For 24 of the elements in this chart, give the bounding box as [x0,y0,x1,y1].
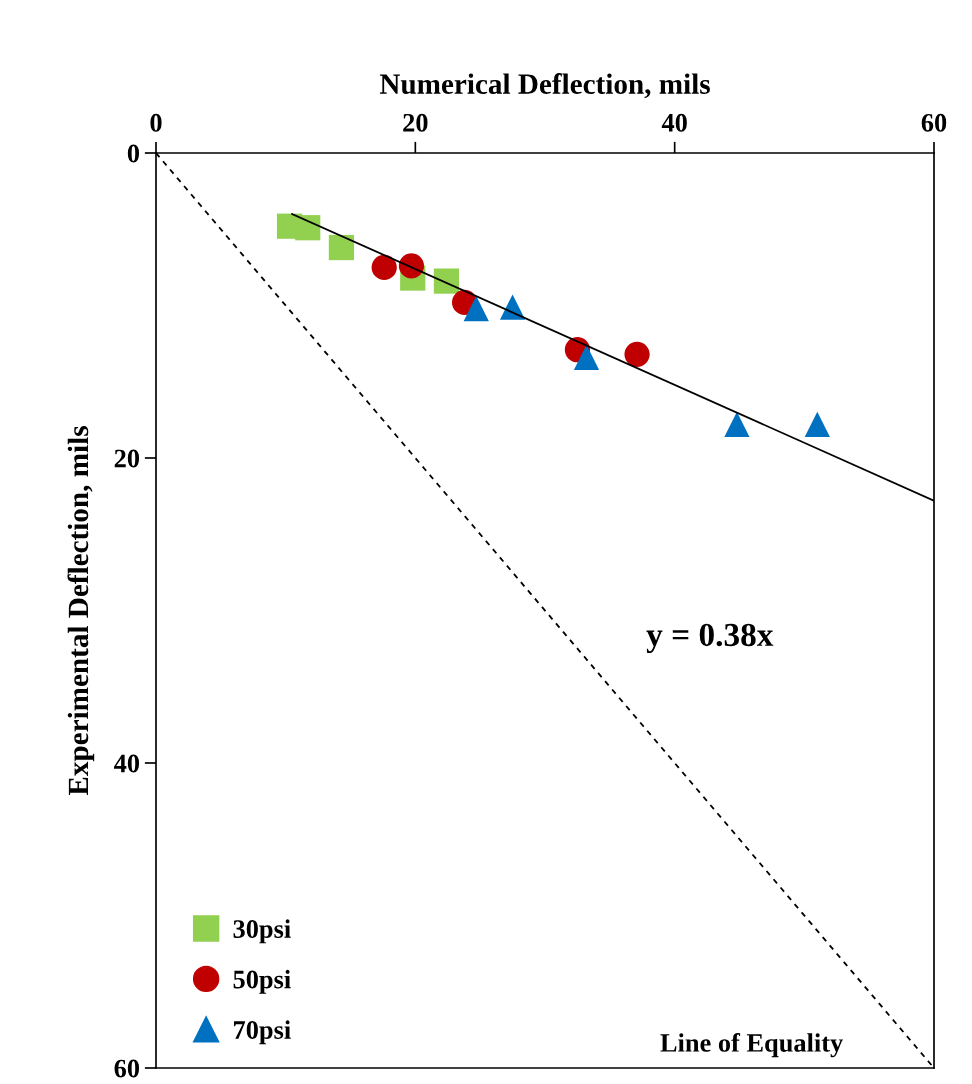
y-tick-label: 20 [114,449,140,468]
legend-label: 30psi [233,919,291,944]
point [371,254,397,280]
point [724,411,750,438]
legend-label: 70psi [234,1020,291,1045]
x-tick-label: 40 [661,113,687,132]
y-axis-title: Experimental Deflection, mils [67,426,95,796]
point [804,411,830,438]
annotation: y = 0.38x [646,623,774,654]
point [328,234,355,261]
point [573,344,600,370]
series-label: Line of Equality [660,1032,843,1058]
y-tick-label: 60 [114,1059,140,1078]
point [463,295,489,322]
y-tick-label: 40 [114,754,140,773]
point [295,215,321,241]
y-tick-label: 0 [127,144,140,163]
point [433,268,460,294]
x-tick-label: 0 [150,113,162,132]
x-tick-label: 20 [403,113,428,132]
legend-label: 50psi [233,969,291,994]
x-axis-title: Numerical Deflection, mils [379,73,710,99]
point [624,341,650,367]
x-tick-label: 60 [921,113,947,132]
